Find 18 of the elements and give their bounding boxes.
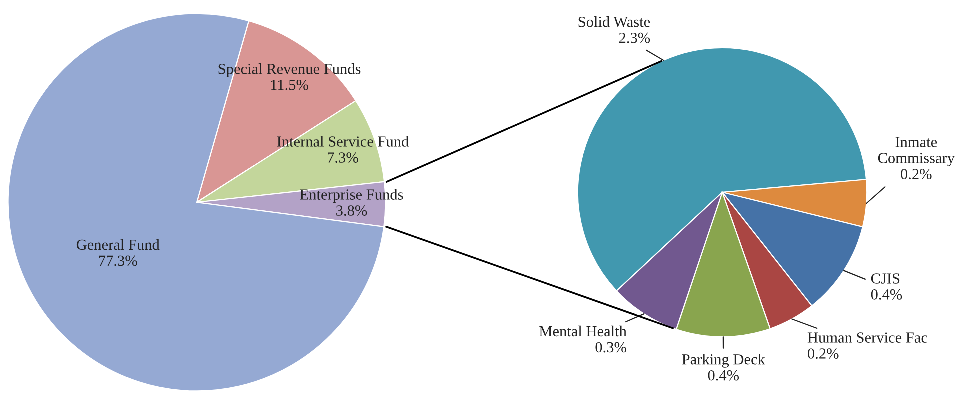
data-label: 3.8%: [336, 206, 368, 216]
slice-label: Human Service Fac: [808, 332, 928, 343]
data-label: 2.3%: [619, 32, 650, 44]
slice-label: General Fund: [76, 239, 160, 250]
data-label: 77.3%: [99, 256, 138, 266]
data-label: 0.4%: [708, 370, 740, 381]
slice-label: Enterprise Funds: [300, 189, 404, 204]
data-label: 7.3%: [328, 152, 358, 163]
slice-label: Inmate Commissary: [878, 137, 955, 167]
slice-label: Solid Waste: [578, 16, 650, 28]
data-label: 0.3%: [596, 342, 626, 353]
slice-label: Mental Health: [540, 326, 627, 337]
data-label: 0.4%: [871, 290, 902, 300]
slice-label: Parking Deck: [682, 354, 766, 368]
data-label: 11.5%: [271, 80, 308, 90]
slice-label: CJIS: [871, 274, 900, 284]
data-label: 0.2%: [808, 348, 839, 359]
data-label: 0.2%: [901, 169, 932, 180]
